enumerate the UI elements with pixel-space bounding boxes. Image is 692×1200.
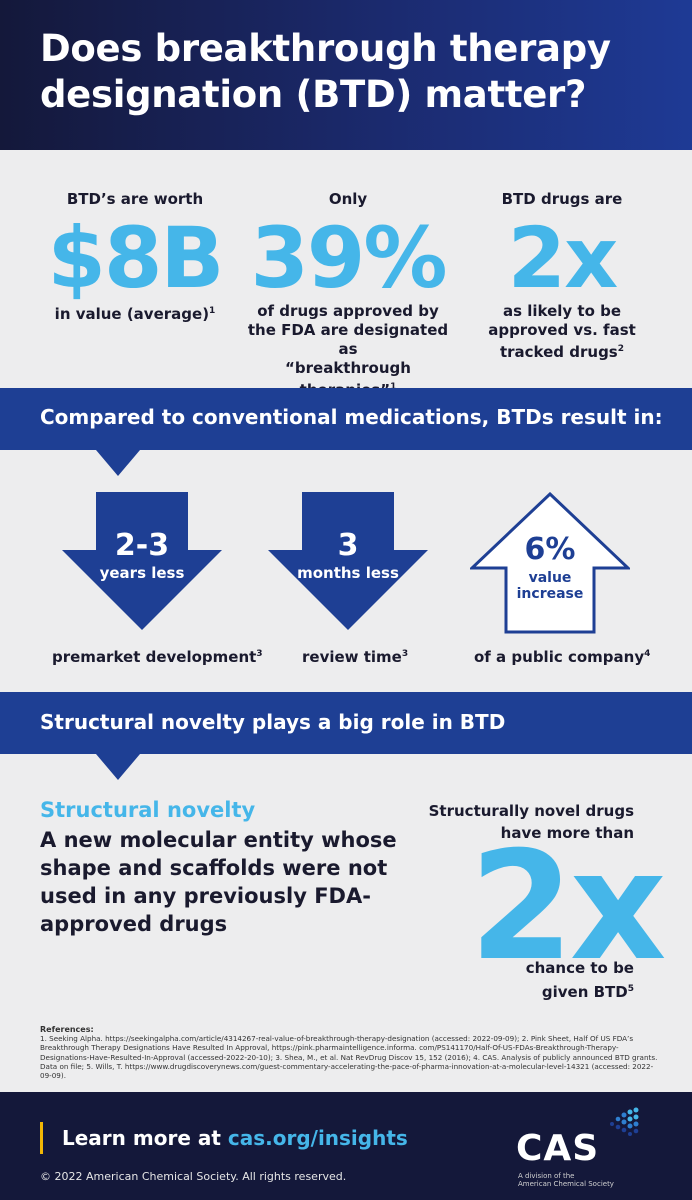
arrow-caption-public-company: of a public company4: [474, 648, 651, 666]
novelty-section: Structural novelty A new molecular entit…: [0, 780, 692, 1020]
references-text: 1. Seeking Alpha. https://seekingalpha.c…: [40, 1034, 658, 1081]
stat-btd-worth: BTD’s are worth $8B in value (average)1: [40, 190, 230, 324]
novelty-term: Structural novelty: [40, 798, 256, 822]
banner-pointer-icon: [96, 450, 140, 476]
stat-label: BTD’s are worth: [66, 190, 204, 208]
up-arrow-icon: [470, 492, 630, 634]
page-title: Does breakthrough therapy designation (B…: [40, 27, 611, 116]
stats-section: BTD’s are worth $8B in value (average)1 …: [0, 150, 692, 399]
arrow-unit: value increase: [516, 570, 584, 602]
arrow-caption-premarket: premarket development3: [52, 648, 263, 666]
stat-label: BTD drugs are: [501, 190, 623, 208]
stat-value: $8B: [47, 209, 225, 307]
stat-approval-likelihood: BTD drugs are 2x as likely to be approve…: [470, 190, 654, 362]
arrow-unit: years less: [99, 564, 185, 582]
copyright: © 2022 American Chemical Society. All ri…: [40, 1170, 347, 1183]
stat-description: of drugs approved by the FDA are designa…: [247, 302, 449, 399]
stat-description: as likely to be approved vs. fast tracke…: [488, 302, 636, 361]
accent-bar: [40, 1122, 43, 1154]
references: References: 1. Seeking Alpha. https://se…: [40, 1025, 660, 1080]
stat-value: 2x: [507, 209, 619, 307]
novelty-stat-intro: Structurally novel drugs have more than: [428, 802, 634, 842]
novelty-stat-value: 2x: [469, 820, 666, 994]
arrow-caption-review: review time3: [302, 648, 409, 666]
down-arrow-icon: [268, 492, 428, 630]
comparison-banner-text: Compared to conventional medications, BT…: [40, 405, 663, 429]
arrow-unit: months less: [297, 564, 399, 582]
cas-dots-logo-icon: [610, 1107, 639, 1136]
arrow-value-increase: 6% value increase: [470, 492, 630, 634]
header: Does breakthrough therapy designation (B…: [0, 0, 692, 150]
novelty-banner-text: Structural novelty plays a big role in B…: [40, 710, 506, 734]
cas-logo-text: CAS: [516, 1128, 600, 1169]
division-text: A division of the American Chemical Soci…: [518, 1172, 614, 1188]
arrow-number: 3: [337, 528, 359, 563]
arrow-number: 6%: [524, 532, 576, 567]
references-heading: References:: [40, 1025, 94, 1034]
stat-description: in value (average)1: [54, 305, 216, 323]
novelty-stat-outro: chance to be given BTD5: [525, 959, 634, 1001]
footer: Learn more at cas.org/insights © 2022 Am…: [0, 1092, 692, 1200]
arrows-section: 2-3 years less 3 months less 6% value in…: [0, 450, 692, 692]
banner-pointer-icon: [96, 754, 140, 780]
novelty-definition: A new molecular entity whose shape and s…: [40, 828, 397, 936]
learn-more: Learn more at cas.org/insights: [62, 1126, 408, 1150]
stat-value: 39%: [250, 209, 447, 307]
stat-approved-percent: Only 39% of drugs approved by the FDA ar…: [236, 190, 460, 400]
novelty-banner: Structural novelty plays a big role in B…: [0, 692, 692, 754]
down-arrow-icon: [62, 492, 222, 630]
stat-label: Only: [328, 190, 368, 208]
arrow-number: 2-3: [114, 528, 170, 563]
comparison-banner: Compared to conventional medications, BT…: [0, 388, 692, 450]
arrow-review-time: 3 months less: [268, 492, 428, 632]
insights-link[interactable]: cas.org/insights: [227, 1126, 408, 1150]
arrow-premarket: 2-3 years less: [62, 492, 222, 632]
